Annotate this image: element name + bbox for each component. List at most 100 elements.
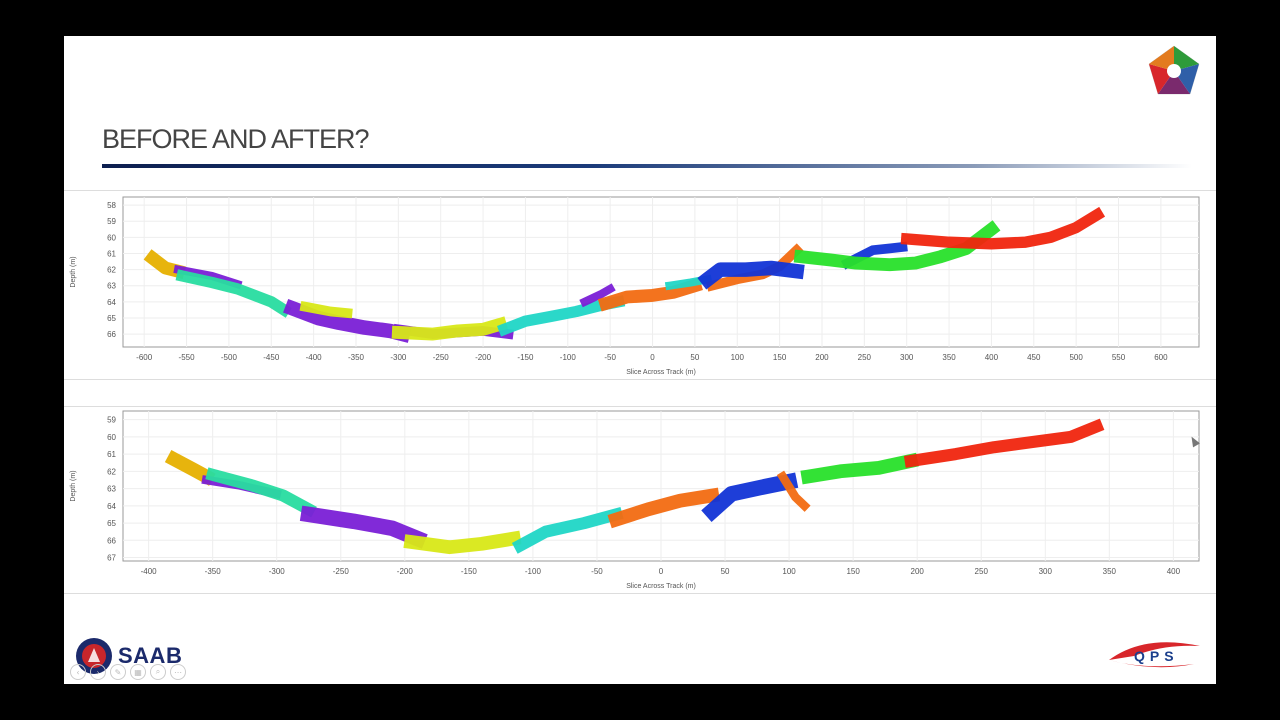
- y-tick-label: 61: [107, 450, 116, 459]
- x-tick-label: -50: [604, 353, 616, 362]
- x-tick-label: -100: [525, 567, 542, 576]
- x-tick-label: 550: [1112, 353, 1126, 362]
- x-tick-label: 300: [1039, 567, 1053, 576]
- plot-area: [122, 196, 1200, 348]
- x-tick-label: 250: [858, 353, 872, 362]
- x-tick-label: -100: [560, 353, 577, 362]
- x-tick-label: -350: [348, 353, 365, 362]
- x-tick-label: -350: [205, 567, 222, 576]
- x-tick-label: -400: [306, 353, 323, 362]
- point-cloud-segment: [697, 260, 805, 290]
- point-cloud-segment: [607, 487, 721, 529]
- y-tick-label: 65: [107, 519, 116, 528]
- y-axis-label: Depth (m): [70, 256, 77, 287]
- point-cloud-segment: [175, 269, 292, 318]
- x-tick-label: -600: [136, 353, 153, 362]
- chart-panel-after: -400 -350 -300 -250 -200 -150 -100 -50 0 50 100 150…: [64, 406, 1216, 594]
- pen-icon[interactable]: ✎: [110, 664, 126, 680]
- x-tick-label: 150: [773, 353, 787, 362]
- x-tick-label: 100: [731, 353, 745, 362]
- point-cloud-segment: [800, 452, 919, 485]
- point-cloud-segment: [511, 506, 624, 554]
- x-tick-label: 500: [1069, 353, 1083, 362]
- slides-grid-icon[interactable]: ▦: [130, 664, 146, 680]
- x-tick-label: 50: [690, 353, 699, 362]
- previous-slide-icon[interactable]: ‹: [70, 664, 86, 680]
- y-tick-label: 64: [107, 298, 116, 307]
- x-tick-label: 200: [815, 353, 829, 362]
- y-tick-label: 60: [107, 233, 116, 242]
- point-cloud-segment: [403, 530, 522, 555]
- y-tick-label: 63: [107, 282, 116, 291]
- x-tick-label: 250: [975, 567, 989, 576]
- point-cloud-segment: [299, 505, 428, 549]
- x-tick-label: -50: [591, 567, 603, 576]
- y-tick-label: 59: [107, 416, 116, 425]
- x-tick-label: 400: [985, 353, 999, 362]
- x-tick-label: 100: [782, 567, 796, 576]
- x-tick-label: 50: [721, 567, 730, 576]
- x-tick-label: -150: [461, 567, 478, 576]
- point-cloud-segment: [391, 316, 508, 341]
- depth-chart-after: -400 -350 -300 -250 -200 -150 -100 -50 0 50 100 150…: [70, 410, 1200, 590]
- qps-wordmark: QPS: [1134, 648, 1179, 664]
- point-cloud-segment: [299, 301, 353, 319]
- x-tick-label: -250: [333, 567, 350, 576]
- x-tick-label: 150: [846, 567, 860, 576]
- x-axis-label: Slice Across Track (m): [626, 583, 696, 590]
- x-tick-label: -200: [397, 567, 414, 576]
- x-tick-label: 600: [1154, 353, 1168, 362]
- x-tick-label: -550: [179, 353, 196, 362]
- x-tick-label: 200: [911, 567, 925, 576]
- point-cloud-segment: [205, 467, 317, 518]
- more-options-icon[interactable]: ⋯: [170, 664, 186, 680]
- x-tick-label: -400: [141, 567, 158, 576]
- x-tick-label: -450: [263, 353, 280, 362]
- qps-swoosh-icon: [1109, 642, 1200, 668]
- y-tick-label: 62: [107, 266, 116, 275]
- y-tick-label: 61: [107, 249, 116, 258]
- chart-panel-before: -600 -550 -500 -450 -400 -350 -300 -250 -200 -150…: [64, 190, 1216, 380]
- x-tick-label: 300: [900, 353, 914, 362]
- x-tick-label: -500: [221, 353, 238, 362]
- x-tick-label: -300: [390, 353, 407, 362]
- point-cloud-segment: [597, 277, 703, 312]
- y-tick-label: 66: [107, 330, 116, 339]
- y-tick-label: 63: [107, 485, 116, 494]
- x-tick-label: 0: [659, 567, 664, 576]
- y-axis-label: Depth (m): [70, 470, 77, 501]
- next-slide-icon[interactable]: ›: [90, 664, 106, 680]
- point-cloud-segment: [776, 470, 811, 512]
- x-tick-label: 450: [1027, 353, 1041, 362]
- point-cloud-segment: [903, 418, 1105, 468]
- point-cloud-segment: [164, 449, 216, 486]
- x-axis-label: Slice Across Track (m): [626, 369, 696, 376]
- x-tick-label: -150: [517, 353, 534, 362]
- x-tick-label: 400: [1167, 567, 1181, 576]
- y-tick-label: 65: [107, 314, 116, 323]
- x-tick-label: 350: [1103, 567, 1117, 576]
- point-cloud-segment: [701, 472, 799, 522]
- x-tick-label: -300: [269, 567, 286, 576]
- x-tick-label: 350: [942, 353, 956, 362]
- depth-chart-before: -600 -550 -500 -450 -400 -350 -300 -250 -200 -150…: [70, 196, 1200, 376]
- y-tick-label: 67: [107, 554, 116, 563]
- x-tick-label: 0: [650, 353, 655, 362]
- x-tick-label: -250: [433, 353, 450, 362]
- x-tick-label: -200: [475, 353, 492, 362]
- pentagon-logo-icon: [1148, 45, 1200, 95]
- saab-wordmark: SAAB: [118, 643, 183, 668]
- y-tick-label: 59: [107, 217, 116, 226]
- y-tick-label: 66: [107, 536, 116, 545]
- y-tick-label: 64: [107, 502, 116, 511]
- zoom-icon[interactable]: ⌕: [150, 664, 166, 680]
- y-tick-label: 58: [107, 201, 116, 210]
- point-cloud-segment: [900, 206, 1106, 250]
- presentation-controls: ‹ › ✎ ▦ ⌕ ⋯: [70, 664, 186, 680]
- title-underline: [102, 164, 1192, 168]
- point-cloud-segment: [579, 283, 616, 308]
- point-cloud-segment: [143, 249, 186, 280]
- slide-title: BEFORE AND AFTER?: [102, 124, 370, 154]
- y-tick-label: 60: [107, 433, 116, 442]
- point-cloud-segment: [793, 220, 1001, 272]
